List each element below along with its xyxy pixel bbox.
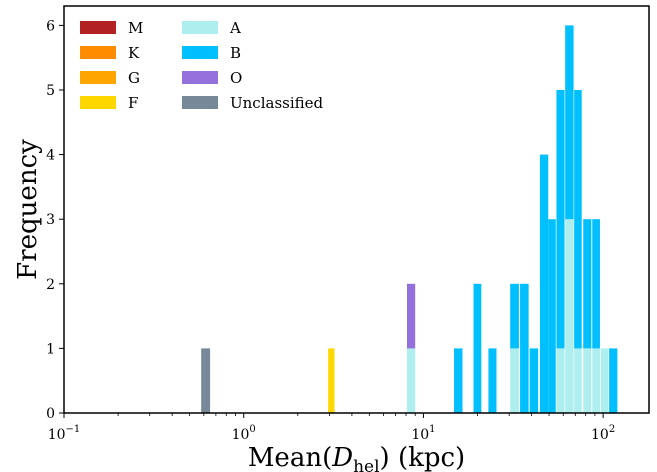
- bar-b: [556, 89, 565, 349]
- legend-label-m: M: [128, 19, 143, 37]
- x-axis-label-sub: hel: [353, 457, 379, 472]
- legend-swatch-m: [80, 21, 116, 34]
- x-tick-label: 102: [591, 424, 615, 443]
- legend-swatch-g: [80, 71, 116, 84]
- bar-b: [574, 89, 582, 349]
- x-axis-label-var: D: [331, 443, 353, 472]
- bar-b: [583, 219, 592, 349]
- bar-a: [556, 348, 565, 413]
- legend-swatch-k: [80, 46, 116, 59]
- x-tick-label: 100: [232, 424, 256, 443]
- legend-swatch-a: [182, 21, 218, 34]
- legend-label-a: A: [229, 19, 241, 37]
- y-axis-label: Frequency: [13, 139, 43, 280]
- bar-o: [406, 283, 416, 349]
- legend-label-f: F: [128, 94, 138, 112]
- bar-b: [565, 25, 574, 220]
- legend-label-g: G: [128, 69, 140, 87]
- bar-a: [574, 348, 582, 413]
- bar-b: [592, 219, 600, 349]
- histogram-bars: [201, 25, 618, 414]
- bar-b: [548, 219, 556, 413]
- legend-swatch-b: [182, 46, 218, 59]
- bar-a: [406, 348, 416, 413]
- legend-swatch-unclassified: [182, 96, 218, 109]
- legend-swatch-f: [80, 96, 116, 109]
- bar-unclassified: [201, 348, 211, 413]
- y-tick-label: 3: [46, 212, 55, 228]
- legend-swatch-o: [182, 71, 218, 84]
- bar-a: [565, 219, 574, 413]
- legend-label-k: K: [128, 44, 140, 62]
- bar-a: [592, 348, 600, 413]
- x-tick-label: 101: [411, 424, 435, 443]
- x-axis-label-suffix: ) (kpc): [380, 443, 466, 472]
- legend-label-b: B: [230, 44, 241, 62]
- bar-a: [583, 348, 592, 413]
- bar-b: [510, 283, 519, 349]
- bar-b: [539, 154, 549, 414]
- bar-b: [609, 348, 618, 413]
- bar-b: [473, 283, 482, 413]
- y-tick-label: 2: [46, 277, 55, 293]
- plot-frame: [63, 5, 650, 414]
- y-tick-label: 4: [46, 148, 55, 164]
- y-tick-label: 5: [46, 83, 55, 99]
- y-tick-label: 6: [46, 18, 55, 34]
- bar-f: [328, 348, 335, 413]
- x-axis-label: Mean(Dhel) (kpc): [248, 443, 465, 472]
- bar-a: [510, 348, 519, 413]
- legend-label-o: O: [230, 69, 242, 87]
- y-tick-label: 0: [46, 406, 55, 422]
- bar-b: [529, 348, 539, 413]
- legend-label-unclassified: Unclassified: [230, 94, 324, 112]
- axis-ticks: 0 1 2 3 4 5 6 10−1 100 101 102: [46, 18, 615, 443]
- bar-b: [488, 348, 497, 413]
- bar-b: [454, 348, 463, 413]
- bar-b: [520, 283, 529, 413]
- bar-a: [600, 348, 609, 413]
- y-tick-label: 1: [46, 341, 55, 357]
- x-tick-label: 10−1: [48, 424, 81, 443]
- x-axis-label-prefix: Mean(: [248, 443, 332, 472]
